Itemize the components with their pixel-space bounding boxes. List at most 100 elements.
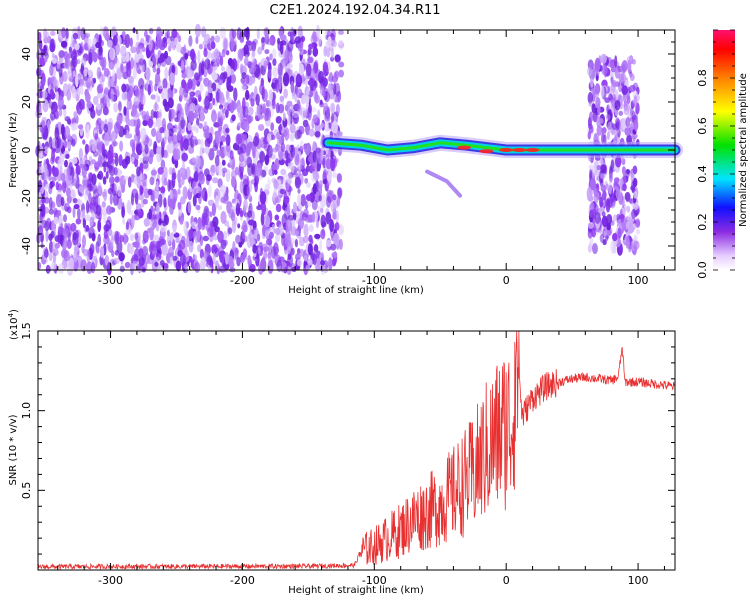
noise-speckle xyxy=(156,202,160,215)
noise-speckle xyxy=(91,173,97,186)
noise-speckle xyxy=(54,123,59,135)
noise-speckle xyxy=(338,69,344,78)
noise-speckle xyxy=(225,109,229,119)
noise-speckle xyxy=(138,256,145,266)
noise-speckle xyxy=(237,223,241,229)
noise-speckle xyxy=(160,159,166,170)
noise-speckle xyxy=(50,201,56,209)
noise-speckle xyxy=(286,100,293,107)
noise-speckle xyxy=(214,226,221,233)
noise-speckle xyxy=(87,178,92,191)
noise-speckle xyxy=(188,35,193,47)
noise-speckle xyxy=(76,104,80,111)
noise-speckle xyxy=(101,143,106,156)
noise-speckle xyxy=(100,95,106,109)
noise-speckle xyxy=(147,83,152,96)
noise-speckle xyxy=(204,191,208,202)
noise-speckle xyxy=(207,210,212,217)
noise-speckle xyxy=(49,42,56,53)
noise-speckle xyxy=(314,94,320,104)
noise-speckle xyxy=(138,78,145,90)
noise-speckle xyxy=(66,195,72,204)
noise-speckle xyxy=(305,194,312,202)
noise-speckle xyxy=(136,65,141,74)
noise-speckle xyxy=(104,32,110,42)
noise-speckle xyxy=(193,123,199,133)
noise-speckle xyxy=(150,244,157,251)
noise-speckle xyxy=(617,227,623,238)
noise-speckle xyxy=(606,222,611,231)
noise-speckle xyxy=(223,71,228,79)
snr-multiplier-exponent: 4 xyxy=(7,312,15,317)
noise-speckle xyxy=(120,184,126,193)
noise-speckle xyxy=(105,170,109,180)
noise-speckle xyxy=(103,237,107,244)
noise-speckle xyxy=(309,88,314,98)
noise-speckle xyxy=(204,168,210,177)
noise-speckle xyxy=(287,114,292,126)
noise-speckle xyxy=(594,57,601,72)
noise-speckle xyxy=(73,204,80,210)
noise-speckle xyxy=(44,57,48,63)
noise-speckle xyxy=(122,232,128,245)
noise-speckle xyxy=(276,131,281,140)
noise-speckle xyxy=(237,122,243,129)
noise-speckle xyxy=(316,257,321,266)
noise-speckle xyxy=(230,169,237,180)
noise-speckle xyxy=(249,259,253,265)
noise-speckle xyxy=(112,193,119,206)
noise-speckle xyxy=(328,83,332,94)
noise-speckle xyxy=(83,68,88,77)
noise-speckle xyxy=(96,84,102,94)
noise-speckle xyxy=(193,171,199,183)
noise-speckle xyxy=(166,229,170,237)
noise-speckle xyxy=(296,259,303,267)
noise-speckle xyxy=(56,61,61,70)
noise-speckle xyxy=(614,55,618,68)
noise-speckle xyxy=(225,127,230,134)
noise-speckle xyxy=(156,240,161,253)
snr-x-ticks: -300 -200 -100 0 100 xyxy=(57,331,665,587)
noise-speckle xyxy=(101,73,106,83)
x-tick-label: -300 xyxy=(98,574,123,587)
noise-speckle xyxy=(185,237,190,248)
noise-speckle xyxy=(598,158,604,165)
noise-speckle xyxy=(52,241,56,255)
noise-speckle xyxy=(151,222,156,230)
noise-speckle xyxy=(193,138,198,146)
noise-speckle xyxy=(85,76,92,89)
noise-speckle xyxy=(107,78,114,89)
noise-speckle xyxy=(65,153,70,159)
noise-speckle xyxy=(633,191,638,199)
noise-speckle xyxy=(635,218,641,228)
noise-speckle xyxy=(630,173,634,182)
noise-speckle xyxy=(218,91,225,105)
noise-speckle xyxy=(142,230,149,244)
noise-speckle xyxy=(267,249,271,263)
noise-speckle xyxy=(275,82,280,93)
noise-speckle xyxy=(66,187,71,198)
noise-speckle xyxy=(85,200,90,214)
noise-speckle xyxy=(141,176,148,191)
noise-speckle xyxy=(277,62,283,77)
noise-speckle xyxy=(294,130,301,140)
noise-speckle xyxy=(171,64,175,74)
noise-speckle xyxy=(292,109,300,119)
noise-speckle xyxy=(183,82,190,94)
noise-speckle xyxy=(81,164,87,179)
noise-speckle xyxy=(277,75,283,82)
noise-speckle xyxy=(45,228,49,243)
noise-speckle xyxy=(606,214,613,225)
noise-speckle xyxy=(220,210,227,224)
x-tick-label: 100 xyxy=(628,274,649,287)
noise-speckle xyxy=(192,194,197,207)
noise-speckle xyxy=(82,139,86,145)
noise-speckle xyxy=(201,256,206,268)
noise-speckle xyxy=(331,113,334,123)
noise-speckle xyxy=(195,36,199,45)
noise-speckle xyxy=(595,132,600,145)
noise-speckle xyxy=(86,100,93,109)
noise-speckle xyxy=(83,248,89,257)
noise-speckle xyxy=(622,183,627,192)
noise-speckle xyxy=(252,150,256,159)
